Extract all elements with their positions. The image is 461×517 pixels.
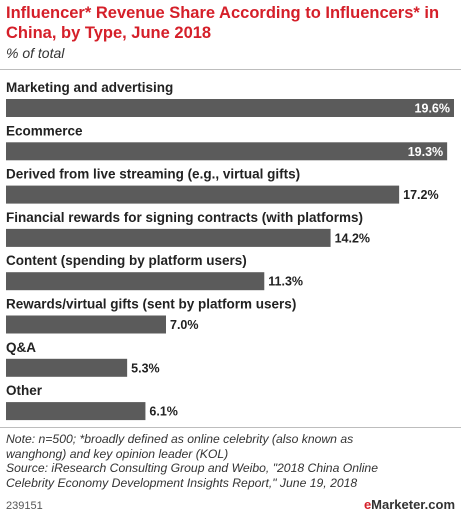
category-label: Q&A (6, 340, 36, 355)
category-label: Financial rewards for signing contracts … (6, 210, 363, 225)
brand-logo: eMarketer.com (363, 497, 455, 512)
category-label: Marketing and advertising (6, 80, 173, 95)
chart-subtitle: % of total (6, 45, 65, 61)
bottom-divider (0, 427, 461, 428)
category-label: Rewards/virtual gifts (sent by platform … (6, 297, 296, 312)
chart-title: Influencer* Revenue Share According to I… (6, 4, 440, 42)
bar (6, 99, 454, 117)
value-label: 11.3% (268, 275, 303, 289)
chart-notes: Note: n=500; *broadly defined as online … (6, 432, 458, 490)
source-line: Celebrity Economy Development Insights R… (6, 475, 358, 490)
bar (6, 315, 166, 334)
category-label: Derived from live streaming (e.g., virtu… (6, 167, 300, 182)
category-label: Content (spending by platform users) (6, 253, 247, 268)
value-label: 19.3% (408, 145, 443, 159)
bar-chart: Marketing and advertising 19.6% Ecommerce 1… (6, 80, 454, 421)
note-line: wanghong) and key opinion leader (KOL) (6, 446, 229, 461)
top-divider (0, 69, 461, 70)
category-label: Ecommerce (6, 123, 83, 138)
value-label: 19.6% (415, 102, 450, 116)
bar (6, 185, 400, 204)
value-label: 14.2% (335, 231, 370, 245)
chart-id: 239151 (6, 500, 43, 512)
note-line: Note: n=500; *broadly defined as online … (6, 432, 354, 446)
bar (6, 272, 265, 291)
value-label: 6.1% (149, 405, 178, 419)
value-label: 5.3% (131, 361, 160, 375)
source-line: Source: iResearch Consulting Group and W… (6, 461, 378, 475)
value-label: 17.2% (403, 188, 438, 202)
bar (6, 142, 448, 161)
value-label: 7.0% (170, 318, 199, 332)
category-label: Other (6, 383, 43, 398)
bar (6, 402, 146, 421)
bar (6, 228, 331, 247)
bar (6, 358, 128, 377)
